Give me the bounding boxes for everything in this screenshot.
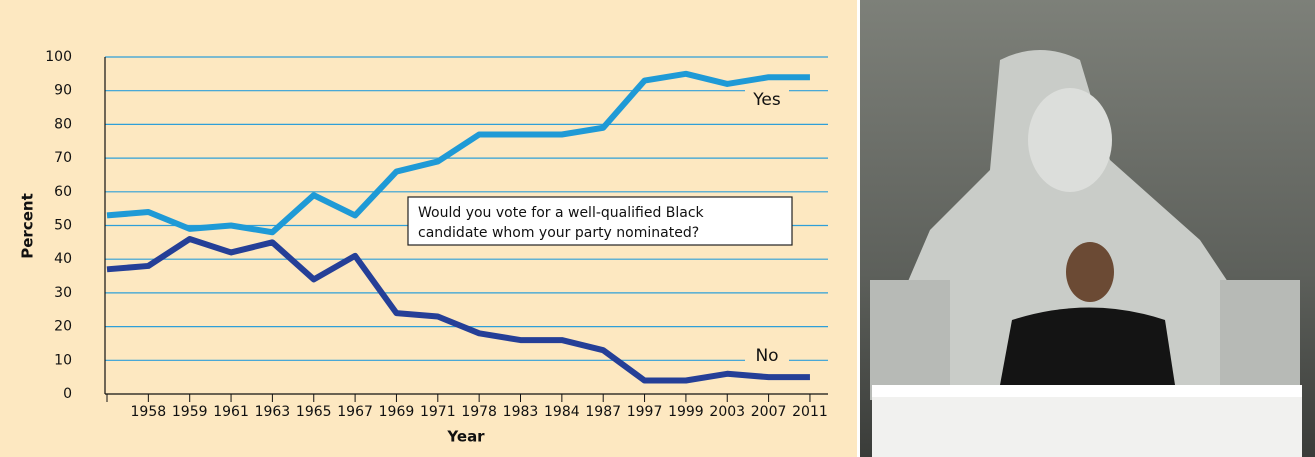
photo — [860, 0, 1315, 457]
x-tick-label: 1965 — [296, 404, 332, 420]
y-tick-label: 10 — [54, 352, 72, 368]
y-tick-label: 40 — [54, 251, 72, 267]
x-tick-label: 1959 — [172, 404, 208, 420]
y-tick-label: 50 — [54, 218, 72, 234]
y-tick-label: 60 — [54, 184, 72, 200]
y-axis-label: Percent — [19, 193, 37, 258]
x-tick-label: 1958 — [131, 404, 167, 420]
annotation: candidate whom your party nominated? — [418, 225, 699, 241]
series-label: No — [755, 346, 778, 366]
x-tick-label: 1983 — [503, 404, 539, 420]
series-label-background — [745, 89, 789, 111]
y-tick-label: 100 — [45, 49, 72, 65]
y-tick-label: 90 — [54, 83, 72, 99]
y-tick-label: 0 — [63, 386, 72, 402]
x-tick-label: 2011 — [792, 404, 828, 420]
x-tick-label: 1969 — [379, 404, 415, 420]
line — [106, 70, 810, 236]
series-label: Yes — [752, 90, 781, 110]
annotation-box — [407, 196, 793, 246]
x-tick-label: 1987 — [585, 404, 621, 420]
x-tick-label: 1961 — [213, 404, 249, 420]
y-tick-label: 20 — [54, 319, 72, 335]
x-tick-label: 1999 — [668, 404, 704, 420]
y-tick-label: 30 — [54, 285, 72, 301]
annotation: Would you vote for a well-qualified Blac… — [418, 205, 705, 221]
x-tick-label: 1984 — [544, 404, 580, 420]
x-tick-label: 2007 — [751, 404, 787, 420]
x-axis-label: Year — [446, 428, 485, 446]
x-tick-label: 1971 — [420, 404, 456, 420]
x-tick-label: 1997 — [627, 404, 663, 420]
x-tick-label: 1978 — [461, 404, 497, 420]
y-tick-label: 70 — [54, 150, 72, 166]
series-label-background — [745, 345, 789, 367]
line — [106, 235, 810, 384]
x-tick-label: 1967 — [337, 404, 373, 420]
y-tick-label: 80 — [54, 116, 72, 132]
x-tick-label: 2003 — [709, 404, 745, 420]
x-tick-label: 1963 — [255, 404, 291, 420]
